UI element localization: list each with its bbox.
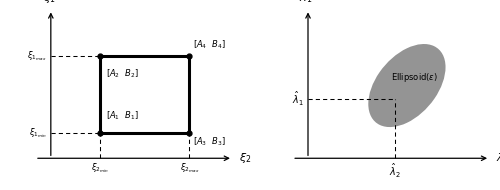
Text: $[A_1\ \ B_1]$: $[A_1\ \ B_1]$: [106, 109, 139, 122]
Text: $[A_2\ \ B_2]$: $[A_2\ \ B_2]$: [106, 67, 139, 80]
Text: $\hat{\lambda}_1$: $\hat{\lambda}_1$: [292, 90, 304, 108]
Text: $\xi_{1_{min}}$: $\xi_{1_{min}}$: [29, 127, 47, 140]
Text: $[A_4\ \ B_4]$: $[A_4\ \ B_4]$: [194, 38, 226, 51]
Text: $\xi_{2_{max}}$: $\xi_{2_{max}}$: [180, 162, 199, 175]
Text: $\xi_{1_{max}}$: $\xi_{1_{max}}$: [28, 49, 47, 63]
Text: $\xi_{2_{min}}$: $\xi_{2_{min}}$: [92, 162, 110, 175]
Text: $\lambda_1$: $\lambda_1$: [300, 0, 312, 5]
Text: $\xi_2$: $\xi_2$: [239, 151, 251, 165]
Ellipse shape: [368, 44, 446, 127]
Text: Ellipsoid$(\varepsilon)$: Ellipsoid$(\varepsilon)$: [392, 71, 438, 84]
Text: $\hat{\lambda}_2$: $\hat{\lambda}_2$: [389, 162, 401, 180]
Text: $\xi_1$: $\xi_1$: [42, 0, 55, 5]
Text: $\lambda_2$: $\lambda_2$: [496, 151, 500, 165]
Text: $[A_3\ \ B_3]$: $[A_3\ \ B_3]$: [194, 135, 226, 148]
